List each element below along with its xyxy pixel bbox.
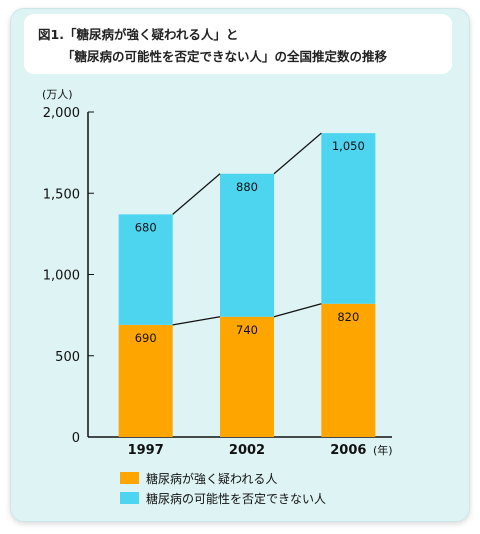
connector-line: [273, 132, 322, 175]
legend-swatch: [120, 472, 139, 484]
x-axis-unit: (年): [373, 443, 393, 457]
chart-title-line-2: 「糖尿病の可能性を否定できない人」の全国推定数の推移: [62, 49, 388, 64]
x-tick-label: 2002: [229, 443, 265, 458]
chart-title-line-1: 図1.「糖尿病が強く疑われる人」と: [38, 27, 239, 42]
x-tick-label: 2006: [330, 443, 366, 458]
connector-line: [172, 173, 221, 215]
bar-segment: [118, 214, 173, 325]
bar-segment: [118, 324, 173, 437]
bar-segment: [321, 133, 376, 304]
legend-swatch: [120, 492, 139, 504]
title-box: 図1.「糖尿病が強く疑われる人」と 「糖尿病の可能性を否定できない人」の全国推定…: [24, 14, 452, 74]
bar-segment: [220, 173, 274, 317]
bar-segment: [321, 303, 376, 437]
legend-label: 糖尿病が強く疑われる人: [146, 471, 277, 486]
data-label: 740: [236, 323, 258, 337]
y-tick-label: 1,000: [43, 269, 80, 284]
connector-line: [273, 303, 322, 318]
x-tick-label: 1997: [128, 443, 164, 458]
data-label: 690: [135, 331, 157, 345]
y-tick-label: 0: [72, 431, 80, 446]
legend-label: 糖尿病の可能性を否定できない人: [146, 491, 326, 506]
data-label: 680: [135, 220, 157, 234]
y-tick-label: 1,500: [43, 187, 80, 202]
bar-segment: [220, 316, 274, 437]
y-tick-label: 500: [55, 350, 80, 365]
connector-line: [172, 316, 221, 326]
data-label: 820: [337, 310, 359, 324]
y-tick-label: 2,000: [43, 106, 80, 121]
data-label: 880: [236, 180, 258, 194]
y-axis-unit: (万人): [42, 88, 73, 101]
data-label: 1,050: [332, 139, 365, 153]
